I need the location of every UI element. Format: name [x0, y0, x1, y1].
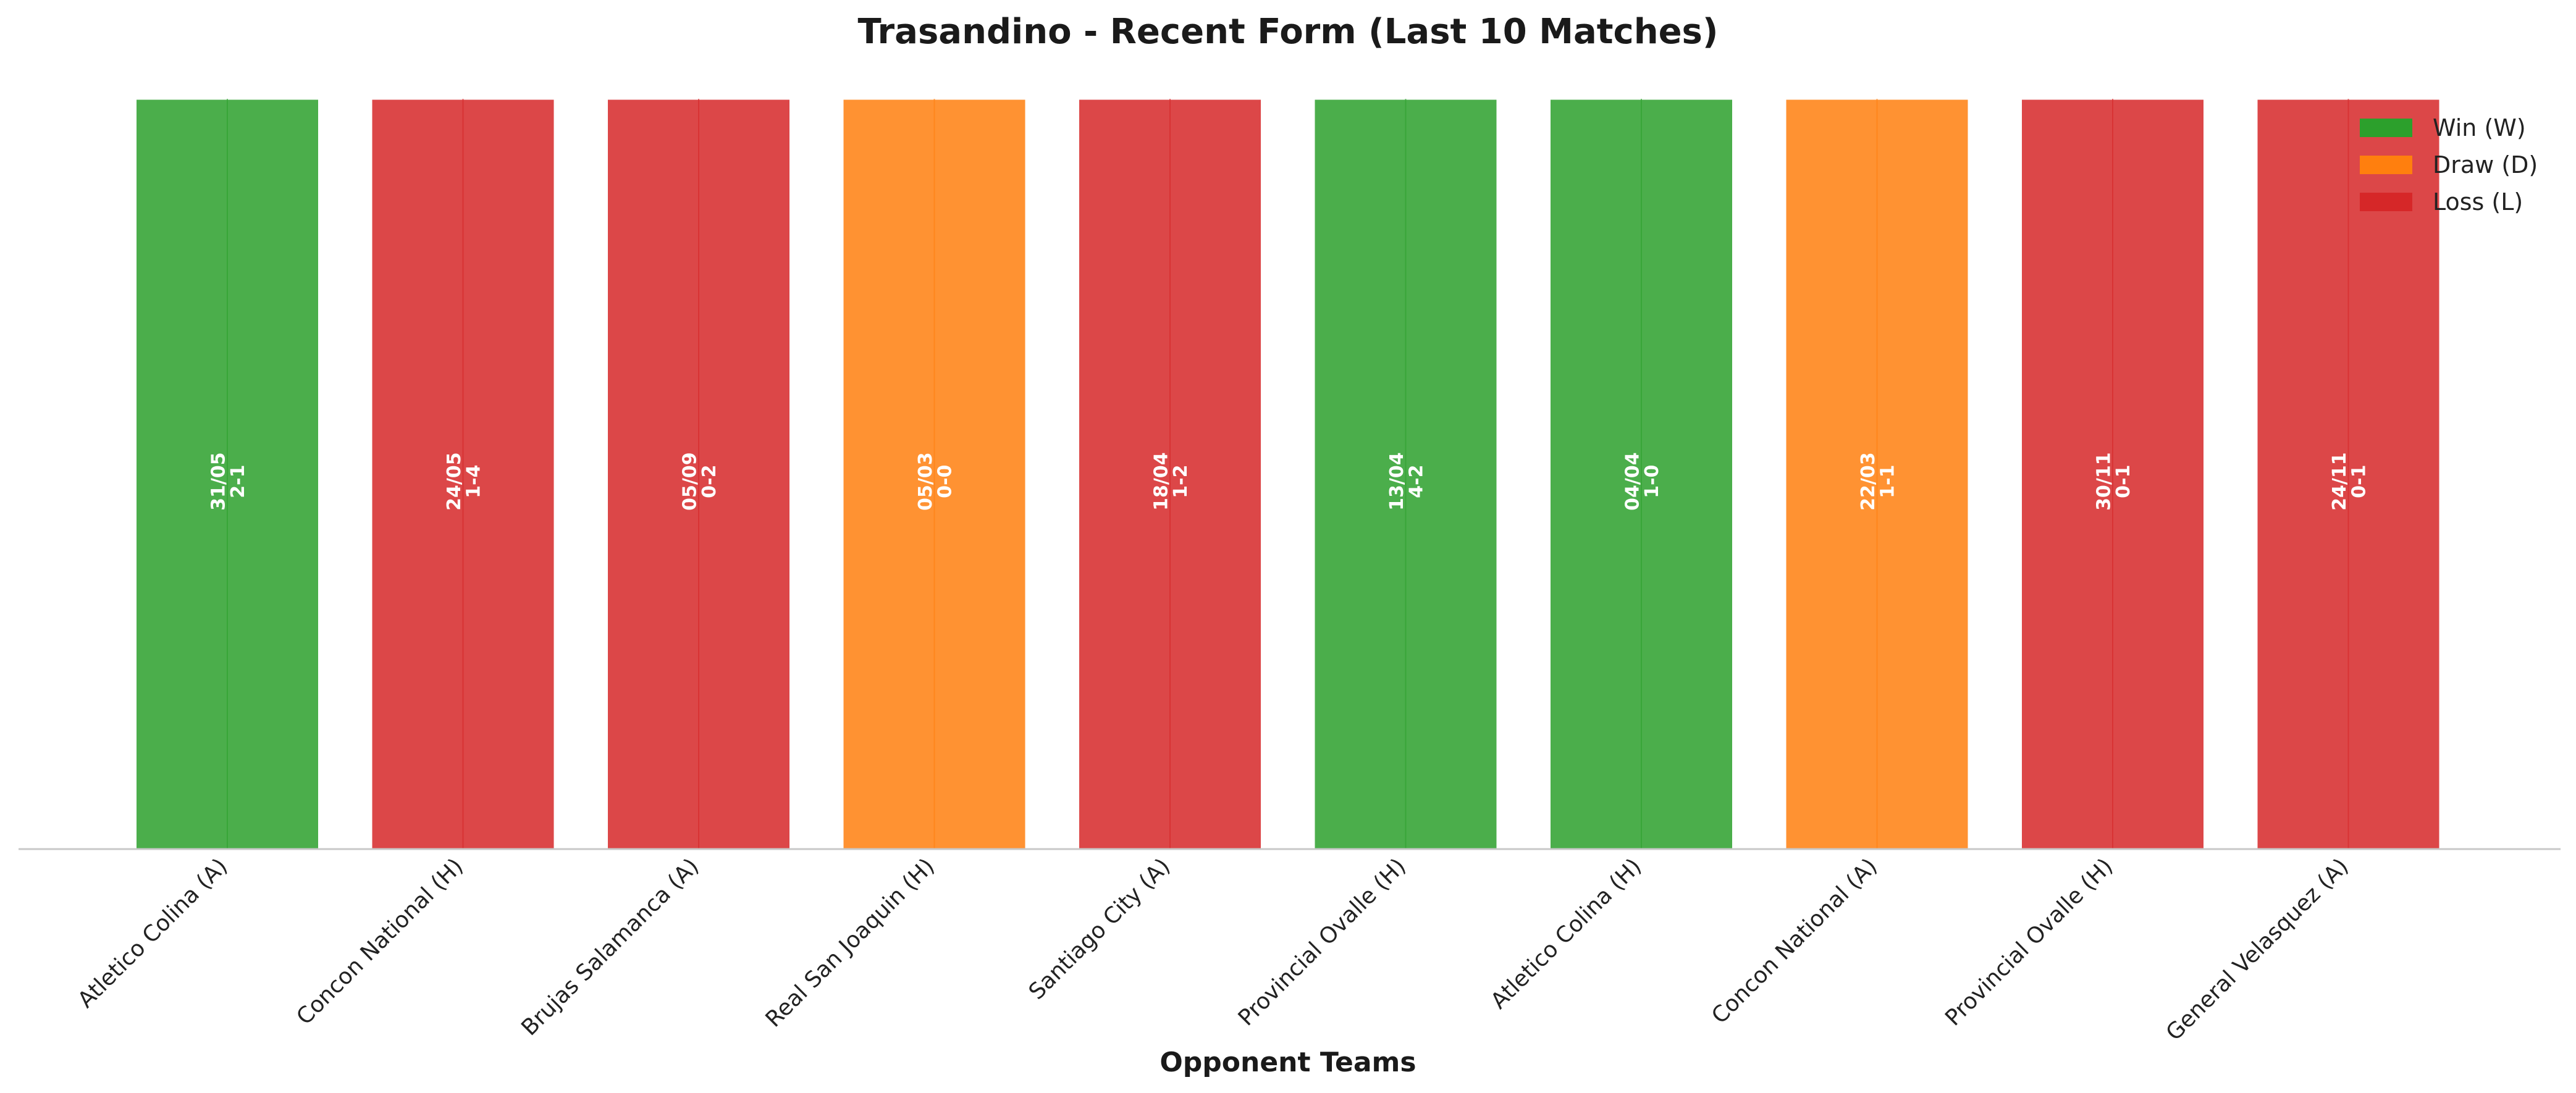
x-tick-label: General Velasquez (A): [2161, 853, 2354, 1045]
match-score: 4-2: [1406, 465, 1428, 498]
bar-data-label: 30/110-1: [2094, 452, 2135, 510]
legend-swatch-w: [2360, 119, 2412, 137]
match-score: 1-4: [463, 465, 485, 498]
x-tick-label: Atletico Colina (H): [1486, 853, 1647, 1014]
x-axis-label: Opponent Teams: [1160, 1047, 1416, 1078]
bar-data-label: 04/041-0: [1622, 452, 1664, 510]
bar-data-label: 05/090-2: [680, 452, 721, 510]
x-tick-labels: Atletico Colina (A) Concon National (H) Br…: [73, 853, 2353, 1045]
match-date: 18/04: [1151, 452, 1172, 510]
match-score: 0-0: [935, 465, 956, 498]
match-score: 1-2: [1170, 465, 1192, 498]
match-date: 22/03: [1858, 452, 1879, 510]
match-date: 24/05: [444, 452, 465, 510]
x-tick-label: Provincial Ovalle (H): [1940, 853, 2118, 1031]
match-date: 05/03: [915, 452, 937, 510]
match-date: 24/11: [2329, 452, 2351, 510]
match-score: 0-2: [699, 465, 720, 498]
x-tick-label: Provincial Ovalle (H): [1234, 853, 1411, 1031]
match-date: 31/05: [208, 452, 230, 510]
bar-data-label: 22/031-1: [1858, 452, 1899, 510]
match-score: 2-1: [227, 465, 249, 498]
legend-label-l: Loss (L): [2433, 188, 2523, 216]
bars-group: 31/052-1 24/051-4 05/090-2 05/030-0 18/041-2…: [135, 98, 2441, 850]
match-date: 05/09: [680, 452, 701, 510]
match-score: 1-1: [1877, 465, 1899, 498]
match-score: 1-0: [1641, 465, 1663, 498]
match-score: 0-1: [2113, 465, 2134, 498]
x-tick-label: Concon National (A): [1707, 853, 1882, 1029]
legend-swatch-l: [2360, 193, 2412, 211]
bar-data-label: 18/041-2: [1151, 452, 1192, 510]
match-date: 30/11: [2094, 452, 2115, 510]
match-score: 0-1: [2349, 465, 2370, 498]
bar-data-label: 13/044-2: [1386, 452, 1428, 510]
legend-swatch-d: [2360, 156, 2412, 174]
legend-label-d: Draw (D): [2433, 151, 2538, 178]
legend: Win (W) Draw (D) Loss (L): [2360, 114, 2538, 216]
bar-data-label: 24/051-4: [444, 452, 485, 510]
bar-data-label: 05/030-0: [915, 452, 956, 510]
x-tick-label: Atletico Colina (A): [73, 853, 232, 1013]
x-tick-label: Concon National (H): [292, 853, 468, 1029]
legend-label-w: Win (W): [2433, 114, 2526, 141]
x-tick-label: Santiago City (A): [1024, 853, 1176, 1005]
x-tick-label: Brujas Salamanca (A): [516, 853, 704, 1041]
bar-data-label: 24/110-1: [2329, 452, 2370, 510]
x-tick-label: Real San Joaquin (H): [761, 853, 940, 1032]
match-date: 04/04: [1622, 452, 1644, 510]
match-date: 13/04: [1386, 452, 1408, 510]
bar-data-label: 31/052-1: [208, 452, 250, 510]
chart-title: Trasandino - Recent Form (Last 10 Matche…: [858, 12, 1719, 52]
